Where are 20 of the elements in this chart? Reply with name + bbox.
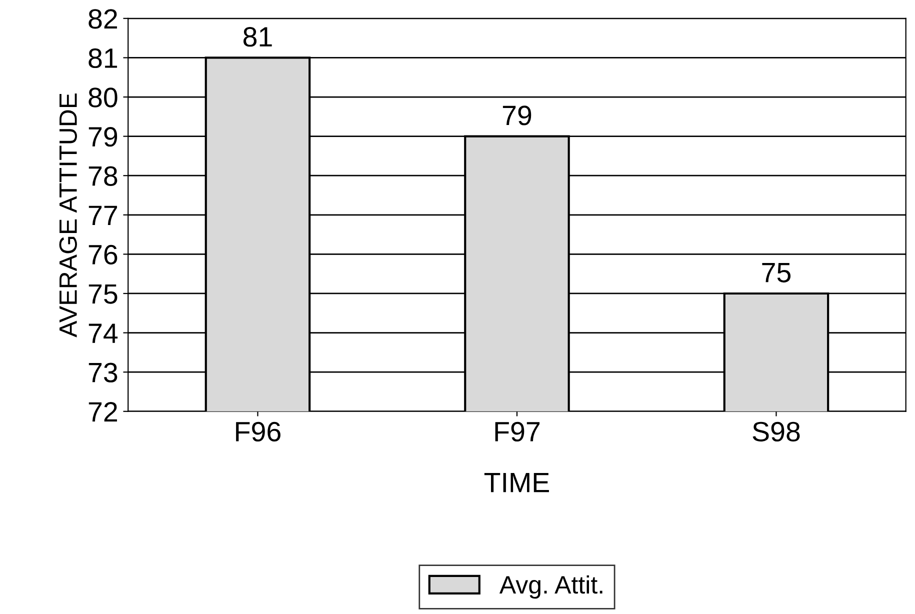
y-tick-label: 79	[88, 126, 118, 147]
x-tick-label: S98	[752, 422, 800, 442]
y-tick-label: 77	[88, 206, 117, 225]
y-tick-label: 81	[88, 48, 118, 68]
y-tick-label: 76	[88, 244, 118, 265]
x-tick-label: F97	[495, 422, 540, 442]
y-tick-label: 72	[88, 402, 117, 422]
x-axis-title: TIME	[484, 473, 549, 492]
data-label: 81	[243, 27, 272, 47]
x-tick-label: F96	[236, 422, 280, 442]
y-tick-label: 74	[88, 324, 118, 343]
y-tick-label: 73	[88, 362, 118, 382]
y-tick-label: 78	[88, 166, 118, 186]
legend-label: Avg. Attit.	[499, 575, 602, 599]
y-tick-label: 82	[88, 9, 117, 29]
y-tick-label: 80	[88, 88, 118, 108]
y-tick-label: 75	[88, 284, 118, 304]
data-label: 79	[502, 106, 532, 126]
data-label: 75	[762, 263, 791, 282]
y-axis-title: AVERAGE ATTITUDE	[59, 93, 77, 338]
